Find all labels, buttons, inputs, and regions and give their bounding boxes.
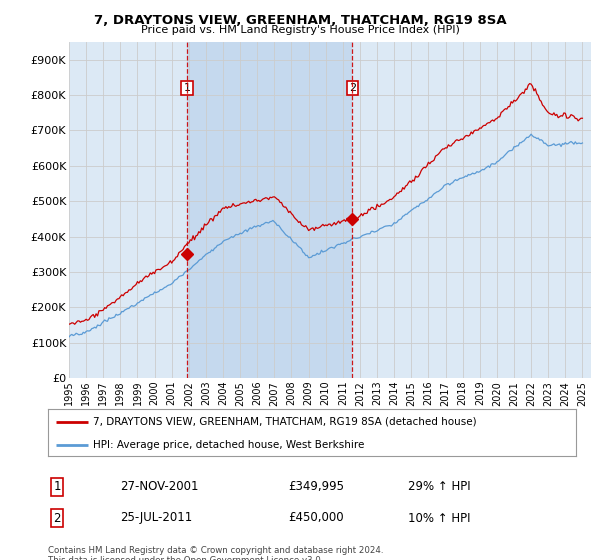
Text: £349,995: £349,995 xyxy=(288,480,344,493)
Text: 27-NOV-2001: 27-NOV-2001 xyxy=(120,480,199,493)
Text: £450,000: £450,000 xyxy=(288,511,344,525)
Text: Price paid vs. HM Land Registry's House Price Index (HPI): Price paid vs. HM Land Registry's House … xyxy=(140,25,460,35)
Text: 2: 2 xyxy=(53,511,61,525)
Text: 1: 1 xyxy=(53,480,61,493)
Bar xyxy=(187,42,352,378)
Text: 7, DRAYTONS VIEW, GREENHAM, THATCHAM, RG19 8SA: 7, DRAYTONS VIEW, GREENHAM, THATCHAM, RG… xyxy=(94,14,506,27)
Text: HPI: Average price, detached house, West Berkshire: HPI: Average price, detached house, West… xyxy=(93,440,364,450)
Text: 1: 1 xyxy=(184,83,191,93)
Text: Contains HM Land Registry data © Crown copyright and database right 2024.
This d: Contains HM Land Registry data © Crown c… xyxy=(48,546,383,560)
Text: 2: 2 xyxy=(349,83,356,93)
Text: 25-JUL-2011: 25-JUL-2011 xyxy=(120,511,192,525)
Text: 29% ↑ HPI: 29% ↑ HPI xyxy=(408,480,470,493)
Text: 7, DRAYTONS VIEW, GREENHAM, THATCHAM, RG19 8SA (detached house): 7, DRAYTONS VIEW, GREENHAM, THATCHAM, RG… xyxy=(93,417,476,427)
Text: 10% ↑ HPI: 10% ↑ HPI xyxy=(408,511,470,525)
